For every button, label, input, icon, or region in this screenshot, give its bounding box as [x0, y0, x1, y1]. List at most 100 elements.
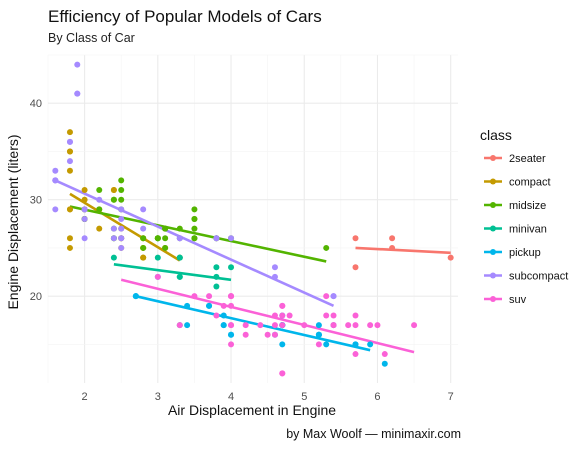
- legend-key-point: [490, 272, 496, 279]
- point-midsize: [118, 187, 125, 194]
- point-subcompact: [74, 90, 81, 97]
- legend-label: compact: [509, 177, 551, 189]
- point-subcompact: [118, 206, 125, 213]
- point-subcompact: [81, 206, 88, 213]
- point-suv: [330, 322, 337, 329]
- point-compact: [66, 235, 73, 242]
- legend-label: 2seater: [509, 153, 546, 165]
- chart-title: Efficiency of Popular Models of Cars: [48, 7, 322, 26]
- point-subcompact: [81, 235, 88, 242]
- point-minivan: [213, 273, 220, 280]
- point-suv: [154, 273, 161, 280]
- legend-key-point: [490, 225, 496, 232]
- legend-item-2seater: 2seater: [484, 153, 546, 165]
- legend-key-point: [490, 155, 496, 161]
- point-suv: [279, 302, 286, 309]
- point-suv: [242, 322, 249, 329]
- x-tick-label: 4: [228, 391, 234, 403]
- point-midsize: [176, 225, 183, 232]
- point-minivan: [228, 264, 235, 271]
- point-2seater: [389, 235, 396, 242]
- point-compact: [81, 187, 88, 194]
- point-pickup: [352, 341, 359, 348]
- point-subcompact: [110, 225, 117, 232]
- point-suv: [315, 341, 322, 348]
- point-subcompact: [140, 225, 147, 232]
- point-suv: [367, 322, 374, 329]
- point-compact: [66, 206, 73, 213]
- point-subcompact: [118, 216, 125, 222]
- legend-item-subcompact: subcompact: [484, 271, 568, 283]
- trend-line-minivan: [113, 263, 232, 282]
- point-midsize: [110, 196, 117, 203]
- point-suv: [352, 351, 359, 358]
- x-axis-label: Air Displacement in Engine: [168, 402, 336, 418]
- legend-title: class: [480, 127, 512, 143]
- point-subcompact: [52, 177, 59, 184]
- point-subcompact: [118, 244, 125, 251]
- point-minivan: [110, 254, 117, 261]
- legend-item-pickup: pickup: [484, 247, 541, 259]
- chart-caption: by Max Woolf — minimaxir.com: [286, 427, 461, 441]
- x-tick-label: 7: [448, 391, 454, 403]
- y-tick-label: 40: [30, 98, 42, 110]
- legend-item-midsize: midsize: [484, 200, 546, 212]
- x-tick-label: 2: [82, 391, 88, 403]
- x-tick-label: 3: [155, 391, 161, 403]
- point-suv: [271, 322, 278, 329]
- point-suv: [301, 322, 308, 329]
- point-minivan: [176, 254, 183, 261]
- point-minivan: [176, 273, 183, 280]
- trend-line-compact: [69, 192, 181, 262]
- point-midsize: [118, 177, 125, 184]
- legend: class 2seater compact midsize minivan pickup…: [480, 127, 568, 306]
- point-subcompact: [96, 196, 103, 203]
- point-suv: [228, 302, 235, 309]
- point-suv: [279, 312, 286, 319]
- trend-line-suv: [120, 278, 415, 354]
- point-pickup: [315, 331, 322, 338]
- legend-key-point: [490, 202, 496, 208]
- point-compact: [81, 196, 88, 203]
- point-pickup: [279, 341, 286, 348]
- point-midsize: [162, 244, 169, 251]
- point-suv: [191, 293, 198, 300]
- point-suv: [279, 322, 286, 329]
- point-subcompact: [66, 158, 73, 165]
- point-subcompact: [271, 264, 278, 271]
- point-midsize: [118, 196, 125, 203]
- point-pickup: [220, 312, 227, 319]
- trend-line-2seater: [355, 246, 451, 255]
- point-suv: [228, 293, 235, 300]
- y-tick-label: 20: [30, 291, 42, 303]
- point-pickup: [228, 331, 235, 338]
- point-suv: [176, 322, 183, 329]
- legend-key-point: [490, 296, 496, 302]
- point-suv: [286, 312, 293, 319]
- point-midsize: [162, 235, 169, 242]
- legend-key-point: [490, 178, 496, 185]
- point-compact: [110, 187, 117, 194]
- legend-item-suv: suv: [484, 294, 527, 306]
- point-midsize: [191, 206, 198, 213]
- legend-label: midsize: [509, 200, 546, 212]
- point-subcompact: [228, 235, 235, 242]
- point-suv: [242, 331, 249, 338]
- point-subcompact: [176, 235, 183, 242]
- legend-label: minivan: [509, 224, 547, 236]
- point-midsize: [154, 235, 161, 242]
- point-suv: [323, 312, 330, 319]
- point-pickup: [381, 360, 388, 367]
- legend-item-compact: compact: [484, 177, 551, 189]
- point-midsize: [140, 235, 147, 242]
- point-compact: [140, 254, 147, 261]
- point-subcompact: [330, 293, 337, 300]
- legend-item-minivan: minivan: [484, 224, 547, 236]
- legend-label: suv: [509, 294, 527, 306]
- point-subcompact: [118, 235, 125, 242]
- y-tick-label: 30: [30, 195, 42, 207]
- chart-subtitle: By Class of Car: [48, 31, 135, 45]
- point-suv: [220, 302, 227, 309]
- trend-line-midsize: [69, 205, 327, 263]
